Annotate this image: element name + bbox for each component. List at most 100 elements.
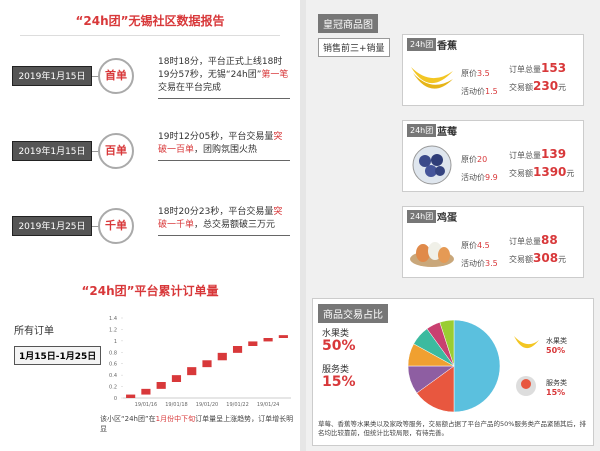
text-segment: 突破一千单: [158, 207, 283, 230]
product-image: [410, 242, 454, 267]
product-card: 24h团 蓝莓 原价20 活动价9.9 订单总量139 交易额1390元: [402, 120, 584, 192]
bar: [141, 388, 151, 395]
bar: [263, 338, 273, 342]
amount-label: 交易额: [509, 255, 533, 264]
product-card: 24h团 鸡蛋 原价4.5 活动价3.5 订单总量88 交易额308元: [402, 206, 584, 278]
orig-price: 原价3.5: [461, 61, 490, 80]
orig-price: 原价20: [461, 147, 487, 166]
badge: 千单: [98, 208, 134, 244]
unit: 元: [558, 83, 567, 92]
amount-value: 308: [533, 251, 559, 265]
orig-price-value: 4.5: [477, 241, 490, 250]
amount: 交易额1390元: [509, 161, 574, 180]
right-panel: 皇冠商品图 销售前三+销量 商品交易占比 水果类 50% 服务类 15% 水果类…: [306, 0, 600, 451]
chart: 0 0.2 0.4 0.6 0.8 1 1.2 1.4 19/01/16 19/01/18 19/0…: [109, 316, 291, 408]
service-label-2: 服务类: [546, 379, 567, 387]
service-pct-2: 15%: [546, 388, 566, 397]
text-segment: 第一笔: [261, 70, 289, 80]
connector: [92, 226, 100, 227]
note: 草莓、香蕉等水果类以及家政等服务，交易额占据了平台产品的50%服务类产品紧随其后…: [318, 420, 586, 437]
amount: 交易额308元: [509, 247, 566, 266]
orig-price-label: 原价: [461, 69, 477, 78]
product-image: [412, 145, 452, 185]
x-tick-label: 19/01/16: [135, 402, 157, 408]
y-tick-label: 0.2: [109, 385, 117, 391]
unit: 元: [566, 169, 575, 178]
text-segment: 19时12分05秒，平台交易量: [158, 132, 274, 142]
product-card: 24h团 香蕉 原价3.5 活动价1.5 订单总量153 交易额230元: [402, 34, 584, 106]
caption: 该小区“24h团”在1月份中下旬订单量呈上涨趋势，订单增长明显: [100, 414, 300, 434]
text-segment: ，总交易额破三万元: [194, 220, 276, 230]
promo-price-value: 9.9: [485, 173, 498, 182]
rule: [20, 35, 280, 36]
text-segment: 交易在平台完成: [158, 83, 222, 93]
bar: [126, 394, 136, 398]
orders-label: 订单总量: [509, 237, 541, 246]
right-subtitle: 销售前三+销量: [318, 38, 390, 57]
milestone-text: 18时20分23秒，平台交易量突破一千单，总交易额破三万元: [158, 206, 290, 236]
amount-label: 交易额: [509, 83, 533, 92]
orig-price-value: 3.5: [477, 69, 490, 78]
service-pct: 15%: [322, 374, 356, 390]
tab: 所有订单: [14, 326, 54, 337]
badge: 百单: [98, 133, 134, 169]
amount-label: 交易额: [509, 169, 533, 178]
pie: [407, 319, 501, 413]
share-title: 商品交易占比: [318, 304, 388, 323]
orders-label: 订单总量: [509, 65, 541, 74]
fruit-label-2: 水果类: [546, 337, 567, 345]
text-segment: 18时20分23秒，平台交易量: [158, 207, 274, 217]
bar: [156, 382, 166, 389]
amount-value: 230: [533, 79, 559, 93]
promo-price-value: 1.5: [485, 87, 498, 96]
y-tick-label: 0.6: [109, 362, 117, 368]
pie-slice: [453, 319, 501, 413]
chart-title: “24h团”平台累计订单量: [81, 284, 219, 298]
tag: 24h团: [407, 210, 437, 223]
amount-value: 1390: [533, 165, 567, 179]
date: 2019年1月15日: [12, 66, 92, 86]
range: 1月15日-1月25日: [14, 346, 102, 365]
bar: [187, 367, 197, 376]
text-segment: 该小区“24h团”在: [100, 415, 156, 423]
bar: [278, 335, 288, 338]
tag: 24h团: [407, 38, 437, 51]
connector: [92, 76, 100, 77]
product-name: 鸡蛋: [437, 213, 457, 224]
left-panel: “24h团”无锡社区数据报告 “24h团”平台累计订单量 所有订单 1月15日-…: [0, 0, 300, 451]
orders: 订单总量153: [509, 57, 566, 76]
x-tick-label: 19/01/20: [196, 402, 218, 408]
milestone-text: 19时12分05秒，平台交易量突破一百单，团购氛围火热: [158, 131, 290, 161]
badge: 首单: [98, 58, 134, 94]
right-title: 皇冠商品图: [318, 14, 378, 33]
unit: 元: [558, 255, 567, 264]
y-tick-label: 0: [114, 396, 117, 402]
y-tick-label: 1.2: [109, 327, 117, 333]
product-name: 蓝莓: [437, 127, 457, 138]
promo-price-label: 活动价: [461, 87, 485, 96]
banana-icon: [514, 336, 539, 349]
product-name: 香蕉: [437, 41, 457, 52]
y-tick-label: 1: [114, 339, 117, 345]
orders-value: 139: [541, 147, 567, 161]
product-image: [411, 67, 453, 89]
bar: [171, 375, 182, 382]
text-segment: ，团购氛围火热: [194, 145, 258, 155]
orders: 订单总量88: [509, 229, 558, 248]
promo-price-label: 活动价: [461, 259, 485, 268]
bar: [232, 346, 243, 353]
promo-price-value: 3.5: [485, 259, 498, 268]
orders-label: 订单总量: [509, 151, 541, 160]
orig-price-label: 原价: [461, 155, 477, 164]
connector: [92, 151, 100, 152]
date: 2019年1月15日: [12, 141, 92, 161]
text-segment: 订单量呈上涨趋势，订单增长明显: [100, 415, 294, 433]
bar: [202, 360, 212, 368]
service-label: 服务类: [322, 365, 350, 375]
orig-price-label: 原价: [461, 241, 477, 250]
service-icon: [516, 376, 536, 396]
date: 2019年1月25日: [12, 216, 92, 236]
promo-price: 活动价3.5: [461, 251, 498, 270]
orders-value: 88: [541, 233, 558, 247]
bar: [217, 352, 227, 361]
